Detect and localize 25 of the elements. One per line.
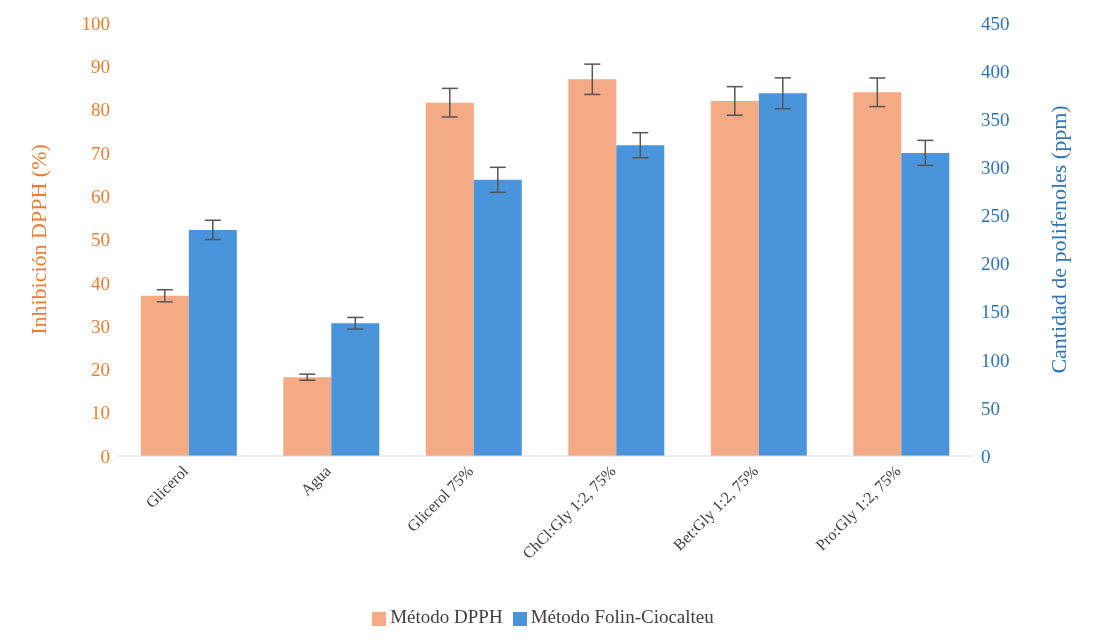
y-axis-title: Inhibición DPPH (%): [25, 144, 51, 335]
y-tick-label: 20: [91, 359, 110, 381]
y2-tick-label: 450: [981, 12, 1010, 34]
y2-tick-label: 100: [981, 349, 1010, 371]
y2-tick-label: 150: [981, 301, 1010, 323]
y2-axis-title: Cantidad de polifenoles (ppm): [1045, 105, 1071, 374]
y-tick-label: 0: [100, 445, 110, 467]
y2-tick-label: 300: [981, 157, 1010, 179]
legend-label: Método DPPH: [390, 606, 503, 627]
y-tick-label: 100: [81, 12, 110, 34]
y2-tick-label: 0: [981, 445, 991, 467]
y2-tick-label: 400: [981, 60, 1010, 82]
y2-tick-label: 350: [981, 108, 1010, 130]
y-tick-label: 40: [91, 272, 110, 294]
y-tick-label: 50: [91, 229, 110, 251]
y2-tick-label: 250: [981, 205, 1010, 227]
y-tick-label: 10: [91, 402, 110, 424]
y-tick-label: 70: [91, 142, 110, 164]
y-tick-label: 60: [91, 185, 110, 207]
y2-tick-label: 50: [981, 397, 1000, 419]
y-tick-label: 80: [91, 99, 110, 121]
y-tick-label: 30: [91, 315, 110, 337]
y2-tick-label: 200: [981, 253, 1010, 275]
y-tick-label: 90: [91, 56, 110, 78]
legend-label: Método Folin-Ciocalteu: [530, 606, 714, 627]
